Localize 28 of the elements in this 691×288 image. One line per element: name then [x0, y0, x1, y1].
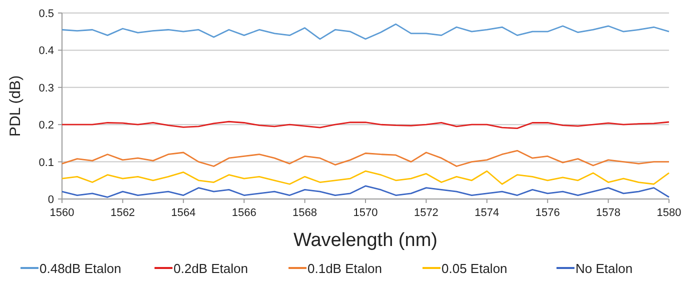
x-tick-label: 1580	[656, 207, 682, 219]
x-tick-label: 1560	[50, 207, 74, 219]
y-tick-label: 0.5	[38, 8, 54, 20]
legend-label: 0.2dB Etalon	[174, 261, 248, 276]
x-tick-label: 1564	[171, 207, 196, 219]
legend-label: No Etalon	[576, 261, 633, 276]
legend-label: 0.05 Etalon	[442, 261, 508, 276]
y-axis-title: PDL (dB)	[7, 75, 24, 137]
line-series	[61, 170, 670, 185]
x-tick-label: 1572	[414, 207, 438, 219]
x-tick-label: 1576	[535, 207, 560, 219]
line-series	[61, 23, 670, 40]
y-tick-label: 0.1	[38, 156, 54, 169]
y-tick-label: 0	[48, 194, 54, 206]
x-tick-label: 1574	[474, 207, 500, 219]
x-tick-label: 1566	[232, 207, 256, 219]
x-tick-label: 1578	[596, 207, 621, 219]
line-series	[61, 150, 670, 167]
x-tick-label: 1568	[292, 207, 318, 219]
y-tick-label: 0.3	[38, 82, 54, 94]
legend-label: 0.1dB Etalon	[308, 261, 382, 276]
x-axis-title: Wavelength (nm)	[294, 230, 438, 251]
y-tick-label: 0.2	[38, 120, 54, 132]
x-tick-label: 1570	[353, 207, 378, 219]
legend-label: 0.48dB Etalon	[40, 261, 122, 276]
y-tick-label: 0.4	[38, 45, 54, 58]
x-tick-label: 1562	[110, 207, 135, 219]
line-series	[61, 120, 670, 130]
